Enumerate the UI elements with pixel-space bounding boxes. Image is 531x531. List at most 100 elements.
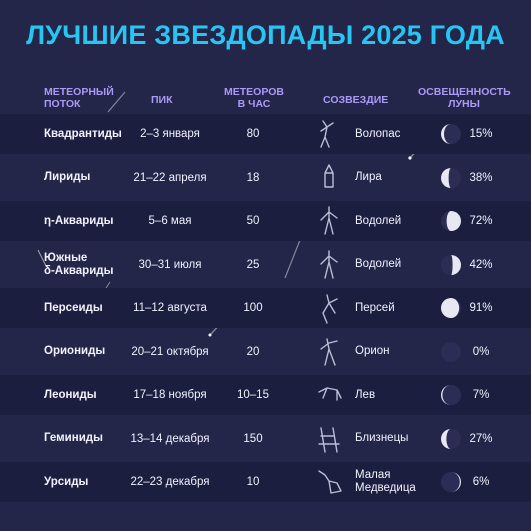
moon-phase-icon [436,201,466,241]
aquarius-constellation-icon [310,201,350,241]
table-row: Урсиды 22–23 декабря 10 Малая Медведица 6% [0,462,531,502]
meteor-rate: 50 [246,215,260,227]
header-rate-line1: МЕТЕОРОВ [224,86,284,98]
stream-name-line: Ориониды [44,345,106,357]
meteor-rate: 10–15 [237,389,269,401]
meteor-rate: 18 [246,171,260,184]
table-row: η-Аквариды 5–6 мая 50 Водолей 72% [0,201,531,241]
table-row: Южные δ-Аквариды 30–31 июля 25 Водолей 42% [0,245,531,285]
stream-name-line: Персеиды [44,301,103,314]
table-row: Ориониды 20–21 октября 20 Орион 0% [0,332,531,372]
moon-phase-icon [436,114,466,154]
header-constellation: СОЗВЕЗДИЕ [323,94,389,106]
stream-name-line: δ-Аквариды [44,264,114,277]
peak-date: 11–12 августа [133,302,207,314]
constellation-name: Персей [355,288,395,328]
constellation-name: Близнецы [355,419,408,459]
header-moon-line2: ЛУНЫ [448,98,480,110]
moon-illumination: 72% [469,215,493,227]
constellation-name: Волопас [355,114,400,154]
constellation-name-line: Лев [355,388,376,401]
peak-date: 17–18 ноября [133,389,207,401]
table-header: МЕТЕОРНЫЙ ПОТОК ПИК МЕТЕОРОВ В ЧАС СОЗВЕ… [0,86,531,120]
stream-name-line: Леониды [44,388,97,401]
moon-illumination: 0% [472,345,490,358]
stream-name-line: Южные [44,251,88,264]
header-rate-line2: В ЧАС [237,98,271,110]
header-stream-line1: МЕТЕОРНЫЙ [44,86,114,98]
meteor-rate: 25 [246,258,260,271]
table-row: Леониды 17–18 ноября 10–15 Лев 7% [0,375,531,415]
moon-phase-icon [436,332,466,372]
moon-phase-icon [436,288,466,328]
meteor-rate: 150 [243,432,263,445]
stream-name: Ориониды [44,332,105,372]
meteor-rate: 20 [246,345,260,358]
constellation-name: Малая Медведица [355,462,416,502]
peak-date: 20–21 октября [131,345,209,358]
constellation-name-line: Лира [355,171,382,183]
moon-illumination: 27% [469,432,493,445]
moon-phase-icon [436,419,466,459]
header-moon-line1: ОСВЕЩЕННОСТЬ [418,86,511,98]
moon-phase-icon [436,462,466,502]
constellation-name: Водолей [355,201,401,241]
moon-phase-icon [436,245,466,285]
table-row: Геминиды 13–14 декабря 150 Близнецы 27% [0,419,531,459]
constellation-name: Лев [355,375,375,415]
moon-phase-icon [436,158,466,198]
peak-date: 13–14 декабря [130,432,210,445]
moon-illumination: 6% [472,476,490,488]
peak-date: 5–6 мая [148,215,192,227]
constellation-name: Лира [355,158,382,198]
perseus-constellation-icon [310,288,350,328]
stream-name: η-Аквариды [44,201,113,241]
constellation-name: Орион [355,332,390,372]
orion-constellation-icon [310,332,350,372]
stream-name-line: Лириды [44,171,91,183]
ursa-minor-constellation-icon [310,462,350,502]
constellation-name-line: Волопас [355,127,401,140]
stream-name: Геминиды [44,419,103,459]
constellation-name-line: Близнецы [355,432,409,444]
constellation-name-line: Водолей [355,214,402,227]
stream-name: Урсиды [44,462,88,502]
stream-name: Южные δ-Аквариды [44,245,113,285]
constellation-name-line: Медведица [355,482,416,494]
table-row: Квадрантиды 2–3 января 80 Волопас 15% [0,114,531,154]
table-row: Лириды 21–22 апреля 18 Лира 38% [0,158,531,198]
stream-name-line: Урсиды [44,475,89,488]
stream-name: Персеиды [44,288,103,328]
stream-name-line: Квадрантиды [44,127,122,140]
moon-illumination: 91% [469,302,493,314]
peak-date: 30–31 июля [138,258,202,271]
stream-name: Лириды [44,158,90,198]
header-peak: ПИК [151,94,173,106]
stream-name-line: Геминиды [44,432,103,444]
moon-illumination: 38% [469,171,493,184]
page-title: ЛУЧШИЕ ЗВЕЗДОПАДЫ 2025 ГОДА [26,20,505,50]
header-rate: МЕТЕОРОВ В ЧАС [222,86,286,110]
peak-date: 2–3 января [140,128,200,140]
meteor-rate: 10 [246,476,260,488]
aquarius-constellation-icon [310,245,350,285]
constellation-name-line: Малая [355,469,391,481]
stream-name: Леониды [44,375,97,415]
stream-name-line: η-Аквариды [44,214,114,227]
bootes-constellation-icon [310,114,350,154]
constellation-name-line: Водолей [355,258,402,270]
moon-illumination: 42% [469,258,493,271]
constellation-name-line: Персей [355,301,395,314]
moon-illumination: 15% [469,128,493,140]
constellation-name-line: Орион [355,345,390,357]
peak-date: 22–23 декабря [130,476,210,488]
gemini-constellation-icon [310,419,350,459]
constellation-name: Водолей [355,245,401,285]
meteor-rate: 80 [246,128,260,140]
header-stream-line2: ПОТОК [44,98,81,110]
header-stream: МЕТЕОРНЫЙ ПОТОК [44,86,114,110]
peak-date: 21–22 апреля [133,171,207,184]
lyra-constellation-icon [310,158,350,198]
leo-constellation-icon [310,375,350,415]
header-moon: ОСВЕЩЕННОСТЬ ЛУНЫ [418,86,511,110]
